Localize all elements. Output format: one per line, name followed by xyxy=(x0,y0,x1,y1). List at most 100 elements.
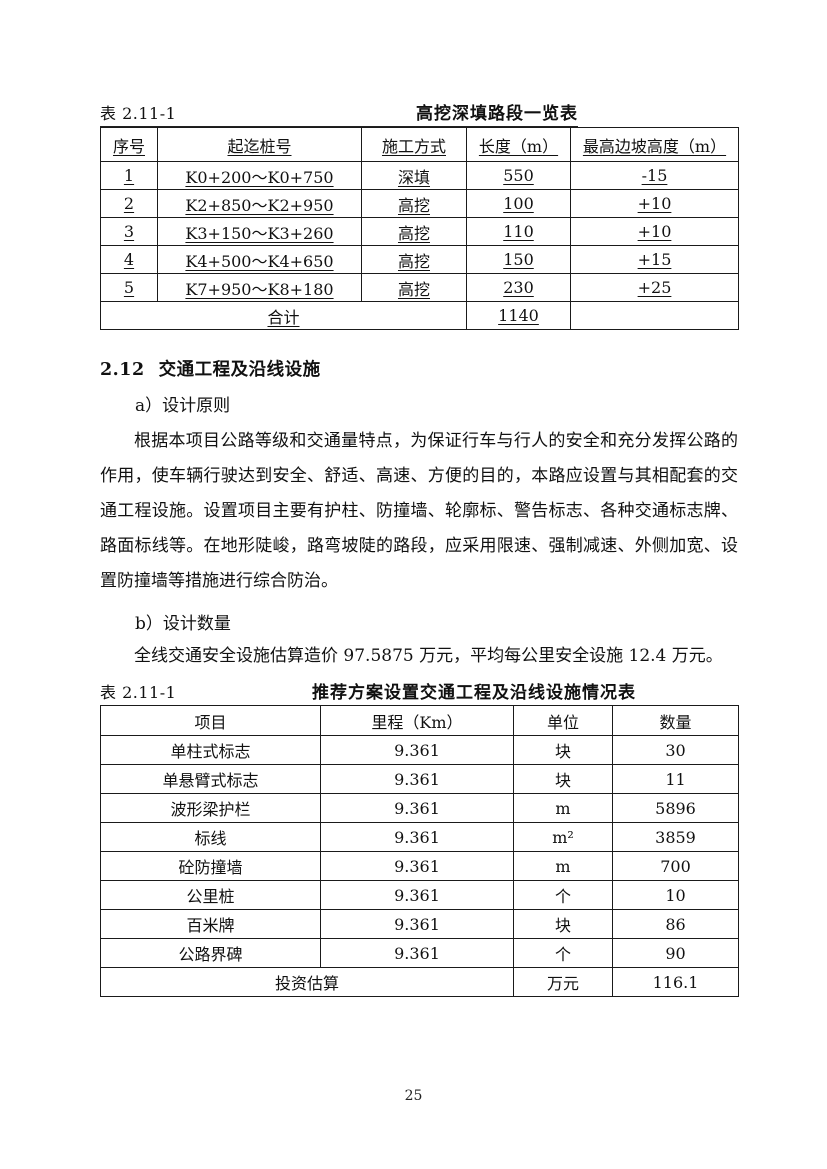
table1-label: 表 2.11-1 xyxy=(100,104,177,123)
table-row: 公里桩 9.361 个 10 xyxy=(100,880,739,910)
cell-unit: 个 xyxy=(513,880,613,910)
cell-quantity: 86 xyxy=(612,909,739,939)
cell-item: 百米牌 xyxy=(100,909,321,939)
table2-caption: 推荐方案设置交通工程及沿线设施情况表 xyxy=(312,683,636,703)
table1-title-line: 表 2.11-1 高挖深填路段一览表 xyxy=(100,101,738,127)
cell-mileage: 9.361 xyxy=(320,764,514,794)
cell-stake: K2+850～K2+950 xyxy=(157,189,362,218)
total-empty-cell xyxy=(570,301,739,330)
cell-item: 公里桩 xyxy=(100,880,321,910)
cell-unit: m² xyxy=(513,822,613,852)
table-row: 5 K7+950～K8+180 高挖 230 +25 xyxy=(100,273,739,302)
cell-unit: 个 xyxy=(513,938,613,968)
cell-mileage: 9.361 xyxy=(320,880,514,910)
cell-unit: 块 xyxy=(513,764,613,794)
table-row: 波形梁护栏 9.361 m 5896 xyxy=(100,793,739,823)
cell-method: 高挖 xyxy=(361,189,467,218)
cell-seq: 4 xyxy=(100,245,158,274)
table-header-row: 序号 起迄桩号 施工方式 长度（m） 最高边坡高度（m） xyxy=(100,127,739,162)
cell-unit: m xyxy=(513,793,613,823)
cell-quantity: 30 xyxy=(612,735,739,765)
investment-unit-cell: 万元 xyxy=(513,967,613,997)
cell-item: 单悬臂式标志 xyxy=(100,764,321,794)
cell-mileage: 9.361 xyxy=(320,938,514,968)
table-total-row: 合计 1140 xyxy=(100,301,739,330)
header-cell-slope-height: 最高边坡高度（m） xyxy=(570,127,739,162)
cell-slope: +10 xyxy=(570,217,739,246)
table-total-row: 投资估算 万元 116.1 xyxy=(100,967,739,997)
total-length-cell: 1140 xyxy=(466,301,571,330)
cell-mileage: 9.361 xyxy=(320,851,514,881)
cell-seq: 5 xyxy=(100,273,158,302)
page-number: 25 xyxy=(404,1088,423,1104)
total-label-cell: 合计 xyxy=(100,301,467,330)
cell-length: 550 xyxy=(466,161,571,190)
cell-method: 高挖 xyxy=(361,273,467,302)
cell-quantity: 5896 xyxy=(612,793,739,823)
table-header-row: 项目 里程（Km） 单位 数量 xyxy=(100,705,739,736)
cell-seq: 1 xyxy=(100,161,158,190)
investment-label-cell: 投资估算 xyxy=(100,967,514,997)
header-cell-method: 施工方式 xyxy=(361,127,467,162)
header-cell-stake: 起迄桩号 xyxy=(157,127,362,162)
cell-item: 单柱式标志 xyxy=(100,735,321,765)
paragraph-design-quantity: 全线交通安全设施估算造价 97.5875 万元，平均每公里安全设施 12.4 万… xyxy=(134,646,723,666)
header-cell-length: 长度（m） xyxy=(466,127,571,162)
table2-caption-wrap: 推荐方案设置交通工程及沿线设施情况表 xyxy=(270,678,738,703)
cell-slope: +25 xyxy=(570,273,739,302)
cell-mileage: 9.361 xyxy=(320,793,514,823)
header-cell-mileage: 里程（Km） xyxy=(320,705,514,736)
sub-item-a: a）设计原则 xyxy=(135,396,231,416)
table-row: 标线 9.361 m² 3859 xyxy=(100,822,739,852)
sub-item-b: b）设计数量 xyxy=(135,614,231,634)
header-cell-item: 项目 xyxy=(100,705,321,736)
cell-item: 波形梁护栏 xyxy=(100,793,321,823)
table1-caption: 高挖深填路段一览表 xyxy=(416,104,578,124)
cell-item: 公路界碑 xyxy=(100,938,321,968)
investment-value-cell: 116.1 xyxy=(612,967,739,997)
page-content: 表 2.11-1 高挖深填路段一览表 序号 起迄桩号 施工方式 长度（m） 最高… xyxy=(100,101,739,997)
header-cell-unit: 单位 xyxy=(513,705,613,736)
cell-mileage: 9.361 xyxy=(320,909,514,939)
cell-stake: K0+200～K0+750 xyxy=(157,161,362,190)
cell-quantity: 3859 xyxy=(612,822,739,852)
table-row: 1 K0+200～K0+750 深填 550 -15 xyxy=(100,161,739,190)
cell-stake: K4+500～K4+650 xyxy=(157,245,362,274)
cell-slope: +10 xyxy=(570,189,739,218)
cell-length: 100 xyxy=(466,189,571,218)
section-heading: 2.12 交通工程及沿线设施 xyxy=(100,356,738,381)
table-row: 4 K4+500～K4+650 高挖 150 +15 xyxy=(100,245,739,274)
cell-quantity: 11 xyxy=(612,764,739,794)
table1-title-underline: 表 2.11-1 高挖深填路段一览表 xyxy=(100,99,578,127)
section-number: 2.12 xyxy=(100,360,145,380)
cell-unit: 块 xyxy=(513,735,613,765)
cell-item: 标线 xyxy=(100,822,321,852)
cell-slope: -15 xyxy=(570,161,739,190)
cell-stake: K3+150～K3+260 xyxy=(157,217,362,246)
cell-length: 150 xyxy=(466,245,571,274)
cell-unit: m xyxy=(513,851,613,881)
table-row: 百米牌 9.361 块 86 xyxy=(100,909,739,939)
cell-mileage: 9.361 xyxy=(320,822,514,852)
header-cell-seq: 序号 xyxy=(100,127,158,162)
cell-length: 230 xyxy=(466,273,571,302)
table2-label: 表 2.11-1 xyxy=(100,683,177,702)
table-row: 单悬臂式标志 9.361 块 11 xyxy=(100,764,739,794)
cell-slope: +15 xyxy=(570,245,739,274)
section-title: 交通工程及沿线设施 xyxy=(158,360,321,380)
cell-quantity: 700 xyxy=(612,851,739,881)
cut-fill-sections-table: 序号 起迄桩号 施工方式 长度（m） 最高边坡高度（m） 1 K0+200～K0… xyxy=(100,127,739,330)
table-row: 3 K3+150～K3+260 高挖 110 +10 xyxy=(100,217,739,246)
table-row: 砼防撞墙 9.361 m 700 xyxy=(100,851,739,881)
paragraph-design-principles: 根据本项目公路等级和交通量特点，为保证行车与行人的安全和充分发挥公路的作用，使车… xyxy=(100,431,738,591)
traffic-facilities-table: 项目 里程（Km） 单位 数量 单柱式标志 9.361 块 30 单悬臂式标志 … xyxy=(100,705,739,997)
cell-stake: K7+950～K8+180 xyxy=(157,273,362,302)
cell-item: 砼防撞墙 xyxy=(100,851,321,881)
cell-length: 110 xyxy=(466,217,571,246)
cell-seq: 3 xyxy=(100,217,158,246)
cell-quantity: 10 xyxy=(612,880,739,910)
table2-title-line: 表 2.11-1 推荐方案设置交通工程及沿线设施情况表 xyxy=(100,677,738,703)
cell-unit: 块 xyxy=(513,909,613,939)
cell-mileage: 9.361 xyxy=(320,735,514,765)
